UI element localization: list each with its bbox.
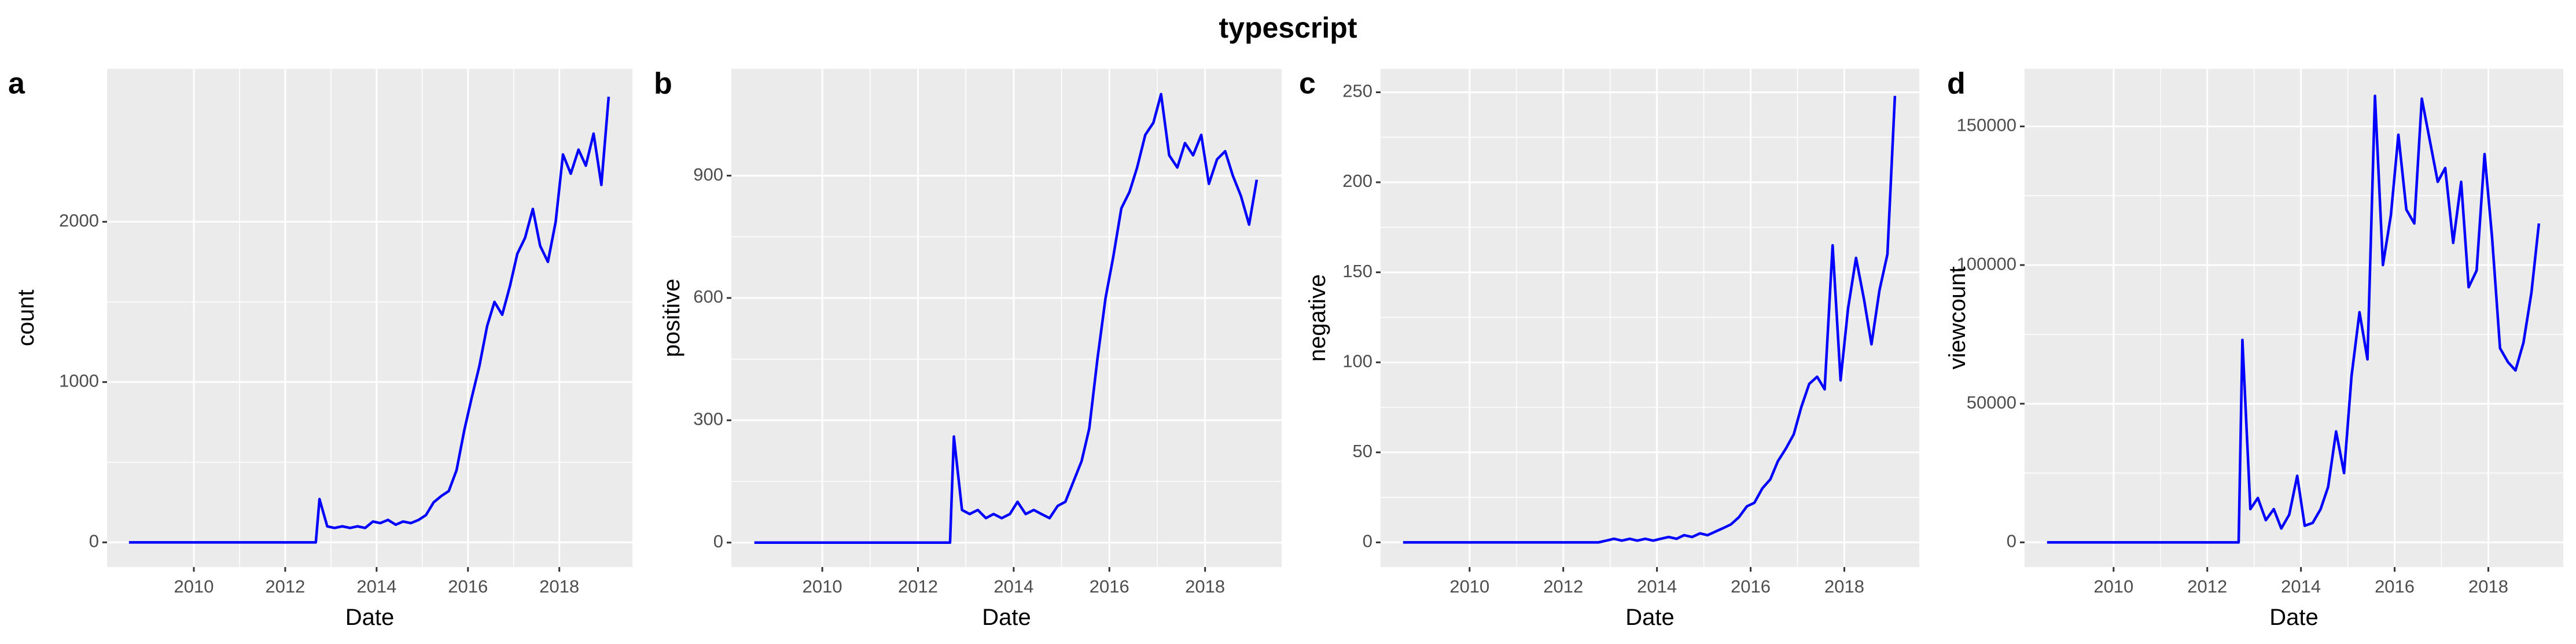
x-tick-label: 2018 [1185,576,1225,597]
plot-background [1381,69,1919,567]
x-tick-label: 2018 [1824,576,1864,597]
y-tick-label: 100 [1342,351,1372,371]
x-tick-label: 2014 [2281,576,2321,597]
x-tick-label: 2012 [265,576,305,597]
panel-letter: c [1299,67,1316,101]
y-axis-title: negative [1305,274,1330,362]
y-axis-title: count [13,290,39,347]
panel-letter: b [654,67,672,101]
data-line [2047,94,2541,544]
x-tick-label: 2014 [993,576,1033,597]
data-line [1403,95,1897,544]
x-tick-label: 2010 [2093,576,2133,597]
x-tick-label: 2012 [1543,576,1583,597]
panel: 0 50000 100000 150000 2010 2012 2014 2016 2018 Da… [1945,67,2563,630]
x-tick-label: 2016 [448,576,488,597]
y-tick-label: 0 [713,531,723,551]
x-tick-label: 2016 [1090,576,1129,597]
y-tick-label: 600 [693,286,723,307]
x-tick-label: 2016 [1731,576,1771,597]
x-axis-title: Date [2269,605,2319,630]
y-tick-label: 150000 [1957,115,2016,135]
x-tick-label: 2010 [174,576,214,597]
y-axis-title: viewcount [1945,267,1970,370]
x-axis-title: Date [982,605,1031,630]
panel: 0 50 100 150 200 250 2010 2012 2014 2016 2018 Date n… [1299,67,1919,630]
panel: 0 300 600 900 2010 2012 2014 2016 2018 Date positi… [654,67,1282,630]
x-tick-label: 2018 [539,576,579,597]
y-tick-label: 150 [1342,261,1372,281]
chart-title: typescript [1219,12,1357,44]
x-tick-label: 2018 [2468,576,2508,597]
y-tick-label: 2000 [59,210,99,230]
plot-background [107,69,632,567]
y-tick-label: 0 [2007,531,2016,551]
x-tick-label: 2014 [356,576,396,597]
x-tick-label: 2010 [1449,576,1489,597]
y-tick-label: 0 [1363,531,1372,551]
y-tick-label: 50 [1353,441,1372,461]
y-tick-label: 300 [693,409,723,429]
data-line [754,93,1258,544]
panel-letter: d [1947,67,1966,101]
x-tick-label: 2014 [1637,576,1677,597]
x-axis-title: Date [1625,605,1675,630]
x-tick-label: 2012 [2187,576,2227,597]
y-tick-label: 250 [1342,81,1372,101]
panel-letter: a [8,67,25,101]
y-tick-label: 900 [693,164,723,185]
panel: 0 1000 2000 2010 2012 2014 2016 2018 Date count a [8,67,632,630]
y-tick-label: 100000 [1957,253,2016,274]
y-tick-label: 50000 [1967,392,2016,413]
y-axis-title: positive [659,279,685,358]
x-tick-label: 2010 [803,576,842,597]
x-tick-label: 2016 [2375,576,2415,597]
y-tick-label: 200 [1342,171,1372,191]
x-tick-label: 2012 [898,576,938,597]
data-line [128,97,610,544]
y-tick-label: 1000 [59,370,99,391]
x-axis-title: Date [345,605,395,630]
y-tick-label: 0 [89,531,99,551]
